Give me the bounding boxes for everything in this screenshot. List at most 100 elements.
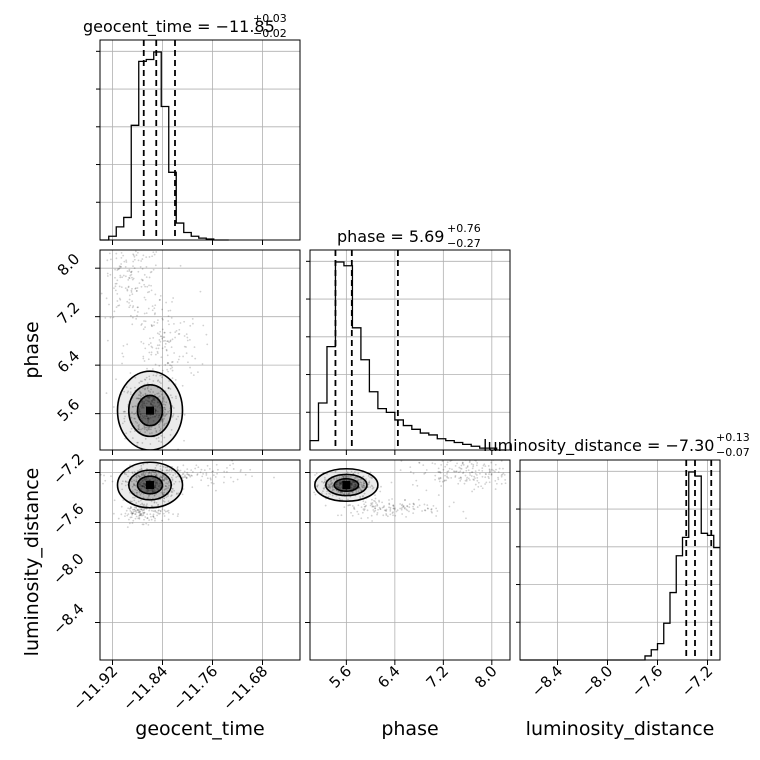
sample-point: [442, 468, 445, 471]
sample-point: [145, 507, 148, 510]
sample-point: [162, 512, 165, 515]
sample-point: [350, 486, 352, 489]
sample-point: [190, 372, 193, 374]
sample-point: [138, 409, 141, 412]
sample-point: [452, 470, 455, 473]
sample-point: [329, 480, 332, 483]
sample-point: [130, 291, 133, 293]
sample-point: [207, 456, 209, 458]
sample-point: [338, 480, 340, 483]
sample-point: [296, 496, 298, 498]
sample-point: [129, 304, 132, 307]
sample-point: [320, 492, 323, 495]
sample-point: [143, 506, 145, 509]
sample-point: [374, 494, 376, 496]
sample-point: [139, 380, 142, 383]
sample-point: [497, 478, 500, 481]
sample-point: [150, 270, 153, 273]
sample-point: [163, 479, 166, 482]
sample-point: [147, 418, 150, 421]
sample-point: [315, 472, 318, 475]
sample-point: [329, 486, 331, 489]
sample-point: [185, 476, 188, 479]
sample-point: [137, 428, 140, 431]
sample-point: [154, 411, 157, 413]
sample-point: [388, 503, 391, 506]
sample-point: [523, 476, 525, 478]
sample-point: [151, 325, 153, 328]
sample-point: [340, 491, 343, 494]
sample-point: [138, 475, 141, 478]
sample-point: [139, 478, 142, 480]
sample-point: [181, 479, 184, 482]
sample-point: [357, 472, 360, 475]
sample-point: [114, 276, 116, 279]
sample-point: [133, 470, 136, 473]
sample-point: [132, 519, 135, 522]
sample-point: [150, 515, 152, 518]
sample-point: [133, 267, 136, 270]
sample-point: [215, 489, 217, 492]
sample-point: [168, 323, 170, 326]
sample-point: [438, 478, 441, 481]
sample-point: [165, 349, 168, 352]
sample-point: [144, 478, 147, 481]
sample-point: [481, 469, 484, 472]
sample-point: [140, 473, 143, 476]
sample-point: [146, 481, 149, 484]
sample-point: [171, 468, 173, 471]
sample-point: [161, 418, 163, 421]
sample-point: [131, 512, 134, 515]
sample-point: [381, 506, 384, 509]
sample-point: [440, 485, 443, 487]
sample-point: [389, 513, 392, 516]
sample-point: [141, 506, 144, 509]
sample-point: [172, 297, 175, 299]
sample-point: [156, 487, 158, 490]
sample-point: [183, 320, 186, 323]
sample-point: [130, 271, 133, 274]
sample-point: [354, 483, 357, 486]
sample-point: [148, 507, 151, 510]
sample-point: [165, 413, 168, 416]
sample-point: [163, 423, 166, 425]
sample-point: [424, 472, 427, 474]
sample-point: [436, 510, 439, 512]
sample-point: [389, 510, 392, 512]
sample-point: [139, 415, 141, 418]
density-peak: [342, 481, 351, 489]
sample-point: [371, 498, 373, 501]
sample-point: [95, 326, 97, 328]
sample-point: [172, 407, 175, 409]
sample-point: [147, 427, 149, 429]
sample-point: [167, 309, 170, 312]
sample-point: [435, 515, 438, 517]
sample-point: [154, 409, 157, 411]
sample-point: [146, 489, 149, 492]
sample-point: [150, 426, 153, 429]
sample-point: [151, 490, 154, 493]
sample-point: [438, 480, 441, 483]
sample-point: [150, 505, 153, 507]
sample-point: [515, 474, 517, 476]
sample-point: [344, 488, 347, 491]
sample-point: [437, 477, 440, 480]
sample-point: [331, 494, 334, 497]
sample-point: [160, 382, 162, 385]
sample-point: [164, 408, 167, 411]
sample-point: [140, 278, 143, 281]
sample-point: [176, 361, 179, 363]
sample-point: [160, 356, 163, 359]
sample-point: [462, 471, 465, 474]
sample-point: [159, 406, 162, 409]
sample-point: [158, 426, 161, 428]
sample-point: [139, 266, 142, 268]
sample-point: [167, 410, 170, 413]
sample-point: [161, 317, 164, 320]
sample-point: [135, 491, 138, 494]
sample-point: [158, 344, 161, 347]
sample-point: [417, 498, 420, 501]
sample-point: [132, 510, 135, 513]
sample-point: [416, 484, 419, 487]
sample-point: [169, 473, 171, 476]
